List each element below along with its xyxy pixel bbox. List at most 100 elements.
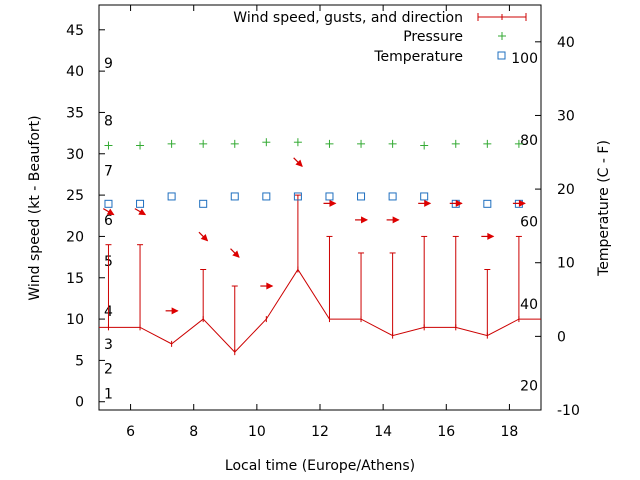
pressure-point	[357, 139, 366, 148]
y2-tick-label: -10	[557, 403, 580, 419]
x-axis: 6 8 10 12 14 16 18	[126, 5, 518, 440]
wind-direction-arrow	[260, 282, 274, 290]
temperature-point	[167, 192, 176, 201]
arrow-head	[171, 307, 179, 315]
y-tick-label: 20	[66, 229, 84, 245]
pressure-point	[104, 141, 113, 150]
temperature-point	[388, 192, 397, 201]
y-tick-label: 5	[75, 353, 84, 369]
wind-direction-arrow	[418, 199, 432, 207]
x-tick-label: 18	[501, 424, 519, 440]
legend-label-pressure: Pressure	[403, 29, 463, 45]
y2-axis-title: Temperature (C - F)	[596, 140, 612, 277]
y2-tick-label: 20	[557, 182, 575, 198]
beaufort-label: 2	[104, 362, 113, 378]
pressure-point	[293, 138, 302, 147]
temperature-point	[230, 192, 239, 201]
y-tick-label: 40	[66, 64, 84, 80]
arrow-head	[232, 250, 240, 258]
pressure-point	[420, 141, 429, 150]
x-tick-label: 12	[311, 424, 329, 440]
y-tick-label: 10	[66, 312, 84, 328]
wind-direction-arrow	[134, 208, 147, 216]
fahrenheit-label: 60	[520, 214, 538, 230]
arrow-head	[329, 199, 337, 207]
pressure-point	[167, 139, 176, 148]
beaufort-label: 8	[104, 114, 113, 130]
fahrenheit-label: 20	[520, 379, 538, 395]
temperature-point	[420, 192, 429, 201]
temperature-point	[136, 199, 145, 208]
wind-direction-arrow	[230, 248, 240, 258]
arrow-head	[392, 216, 400, 224]
pressure-point	[514, 139, 523, 148]
pressure-point	[483, 139, 492, 148]
temperature-point	[357, 192, 366, 201]
y-tick-label: 15	[66, 271, 84, 287]
y2-tick-label: 30	[557, 108, 575, 124]
beaufort-label: 6	[104, 213, 113, 229]
y2-tick-label: 10	[557, 256, 575, 272]
wind-direction-arrow	[293, 157, 303, 167]
legend-swatch-pressure	[498, 32, 506, 40]
legend-swatch-temperature	[497, 51, 506, 60]
wind-direction-arrows	[102, 157, 526, 315]
arrow-head	[424, 199, 432, 207]
x-tick-label: 6	[126, 424, 135, 440]
x-tick-label: 14	[374, 424, 392, 440]
y-tick-label: 0	[75, 395, 84, 411]
wind-direction-arrow	[386, 216, 400, 224]
y-tick-label: 35	[66, 105, 84, 121]
x-tick-label: 8	[189, 424, 198, 440]
beaufort-label: 7	[104, 163, 113, 179]
wind-direction-arrow	[323, 199, 337, 207]
wind-speed-line	[99, 268, 541, 353]
y-tick-label: 30	[66, 147, 84, 163]
arrow-head	[455, 199, 463, 207]
y-tick-label: 45	[66, 23, 84, 39]
pressure-point	[451, 139, 460, 148]
wind-direction-arrow	[102, 208, 115, 216]
temperature-point	[293, 192, 302, 201]
arrow-head	[106, 208, 115, 216]
fahrenheit-label: 80	[520, 133, 538, 149]
y2-tick-label: 40	[557, 35, 575, 51]
y-tick-label: 25	[66, 188, 84, 204]
arrow-head	[518, 199, 526, 207]
pressure-point	[388, 139, 397, 148]
temperature-point	[199, 199, 208, 208]
wind-direction-arrow	[449, 199, 463, 207]
legend-swatch-wind	[477, 13, 527, 21]
beaufort-label: 3	[104, 337, 113, 353]
pressure-point	[199, 139, 208, 148]
legend-label-temperature: Temperature	[373, 49, 463, 65]
y2-tick-label: 0	[557, 329, 566, 345]
beaufort-label: 9	[104, 56, 113, 72]
temperature-point	[483, 199, 492, 208]
arrow-head	[266, 282, 274, 290]
legend-label-wind: Wind speed, gusts, and direction	[233, 10, 463, 26]
arrow-head	[200, 233, 209, 242]
temperature-point	[325, 192, 334, 201]
y-axis-left: 0 5 10 15 20 25 30 35 40 45	[66, 23, 105, 411]
temperature-series	[104, 192, 523, 208]
beaufort-label: 1	[104, 386, 113, 402]
pressure-point	[262, 138, 271, 147]
gust-bars	[105, 194, 522, 353]
y-axis-title: Wind speed (kt - Beaufort)	[27, 115, 43, 300]
wind-direction-arrow	[481, 232, 495, 240]
x-tick-label: 10	[248, 424, 266, 440]
wind-direction-arrow	[355, 216, 369, 224]
x-axis-title: Local time (Europe/Athens)	[225, 458, 415, 474]
pressure-point	[230, 139, 239, 148]
arrow-head	[295, 159, 303, 167]
pressure-point	[325, 139, 334, 148]
legend: Wind speed, gusts, and direction Pressur…	[233, 10, 527, 65]
fahrenheit-label: 100	[511, 51, 538, 67]
plot-frame	[98, 4, 542, 411]
x-tick-label: 16	[437, 424, 455, 440]
fahrenheit-scale: 20 40 60 80 100	[511, 51, 538, 395]
arrow-head	[487, 232, 495, 240]
